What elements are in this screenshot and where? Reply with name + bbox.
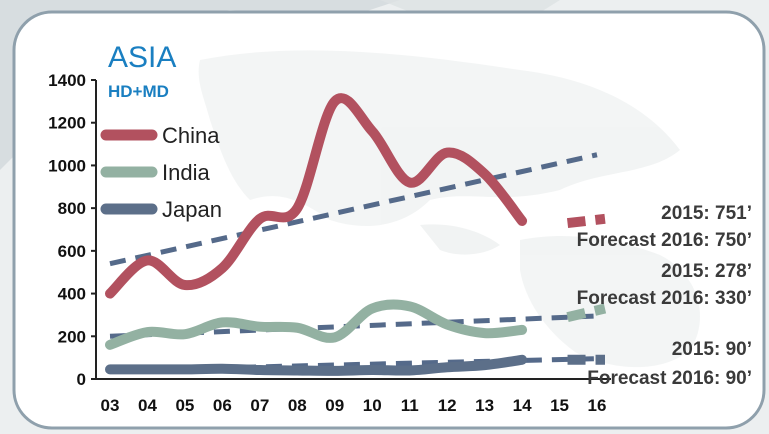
annotations: 2015: 751’ Forecast 2016: 750’ 2015: 278… (577, 203, 752, 389)
x-tick-label: 04 (138, 396, 157, 415)
y-tick-label: 800 (58, 199, 86, 218)
annotation-india-2015: 2015: 278’ (661, 261, 752, 282)
x-tick-label: 08 (288, 396, 307, 415)
series-line-india (105, 299, 528, 350)
y-tick-label: 1400 (48, 71, 86, 90)
y-tick-label: 1200 (48, 114, 86, 133)
legend-label-china: China (162, 123, 220, 148)
annotation-india-forecast: Forecast 2016: 330’ (577, 288, 752, 309)
legend-label-japan: Japan (162, 197, 222, 222)
series-line-china (105, 93, 528, 299)
x-tick-label: 12 (438, 396, 457, 415)
y-tick-label: 200 (58, 327, 86, 346)
y-tick-label: 600 (58, 242, 86, 261)
y-tick-label: 1000 (48, 156, 86, 175)
legend-label-india: India (162, 160, 210, 185)
asia-map-silhouette (198, 50, 700, 368)
x-tick-label: 14 (513, 396, 532, 415)
annotation-china-2015: 2015: 751’ (661, 203, 752, 224)
x-tick-label: 09 (325, 396, 344, 415)
y-tick-label: 0 (77, 370, 86, 389)
y-tick-label: 400 (58, 285, 86, 304)
x-tick-label: 03 (101, 396, 120, 415)
x-tick-label: 13 (475, 396, 494, 415)
x-tick-label: 07 (250, 396, 269, 415)
series-line-japan (105, 354, 528, 376)
annotation-china-forecast: Forecast 2016: 750’ (577, 230, 752, 251)
series-lines (105, 93, 528, 376)
axes: 0 200 400 600 800 1000 1200 1400 03 04 05 06 07 08 09 1… (48, 71, 611, 415)
x-tick-label: 06 (213, 396, 232, 415)
x-tick-label: 05 (175, 396, 194, 415)
forecast-india (566, 303, 607, 322)
chart-title: ASIA (108, 41, 176, 74)
x-tick-label: 16 (588, 396, 607, 415)
forecast-segments (566, 213, 607, 365)
x-tick-label: 11 (401, 396, 419, 415)
x-tick-label: 10 (363, 396, 382, 415)
annotation-japan-forecast: Forecast 2016: 90’ (587, 368, 752, 389)
annotation-japan-2015: 2015: 90’ (672, 339, 752, 360)
forecast-china (566, 213, 606, 229)
trendline-china (109, 152, 598, 267)
x-tick-label: 15 (550, 396, 569, 415)
legend: China India Japan (100, 123, 222, 222)
chart-subtitle: HD+MD (108, 82, 169, 101)
